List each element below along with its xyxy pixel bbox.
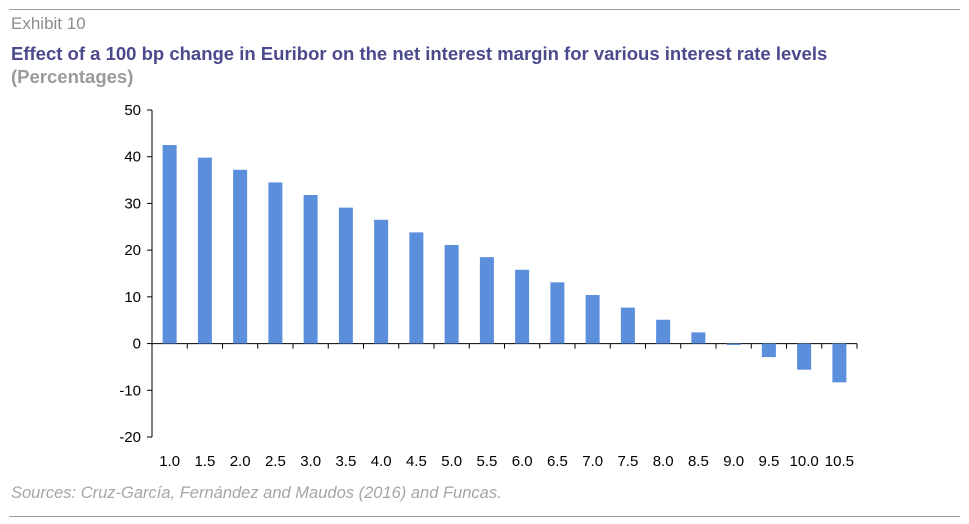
- bar-10.0: [797, 343, 812, 370]
- bar-1.0: [162, 145, 177, 344]
- bar-8.5: [691, 332, 706, 344]
- y-tick-label: 20: [124, 242, 141, 259]
- x-tick-label: 6.5: [547, 453, 568, 470]
- bar-10.5: [832, 343, 847, 383]
- y-tick-label: -10: [119, 382, 141, 399]
- chart-title: Effect of a 100 bp change in Euribor on …: [11, 43, 828, 64]
- x-tick-label: 6.0: [512, 453, 533, 470]
- x-tick-label: 10.0: [790, 453, 819, 470]
- bar-3.0: [303, 195, 318, 344]
- bar-7.5: [620, 307, 635, 344]
- bottom-rule: [9, 516, 960, 517]
- x-tick-label: 1.0: [159, 453, 180, 470]
- x-tick-label: 7.5: [617, 453, 638, 470]
- bar-7.0: [585, 294, 600, 344]
- x-tick-label: 5.0: [441, 453, 462, 470]
- y-tick-label: 10: [124, 289, 141, 306]
- y-tick-label: 30: [124, 195, 141, 212]
- x-tick-label: 7.0: [582, 453, 603, 470]
- x-tick-label: 8.0: [653, 453, 674, 470]
- bar-5.5: [479, 257, 494, 344]
- bar-2.5: [268, 182, 283, 344]
- x-tick-label: 3.0: [300, 453, 321, 470]
- bar-1.5: [197, 157, 212, 344]
- chart-subtitle: (Percentages): [11, 66, 134, 87]
- bars: [162, 145, 847, 383]
- x-tick-label: 5.5: [476, 453, 497, 470]
- y-tick-label: -20: [119, 429, 141, 446]
- x-tick-label: 4.0: [371, 453, 392, 470]
- x-tick-label: 9.0: [723, 453, 744, 470]
- y-tick-label: 50: [124, 102, 141, 119]
- x-tick-label: 10.5: [825, 453, 854, 470]
- bar-8.0: [656, 319, 671, 344]
- top-rule: [9, 9, 960, 10]
- bar-2.0: [233, 169, 248, 344]
- x-tick-label: 8.5: [688, 453, 709, 470]
- x-tick-label: 1.5: [194, 453, 215, 470]
- x-tick-label: 2.5: [265, 453, 286, 470]
- y-axis: 50 40 30 20 10 0 -10 -20: [119, 102, 153, 446]
- x-tick-label: 3.5: [335, 453, 356, 470]
- bar-3.5: [338, 207, 353, 344]
- bar-6.0: [515, 269, 530, 344]
- bar-9.0: [726, 343, 741, 345]
- x-tick-label: 4.5: [406, 453, 427, 470]
- bar-4.5: [409, 232, 424, 344]
- y-tick-label: 0: [133, 336, 141, 353]
- bar-4.0: [374, 219, 389, 344]
- bar-5.0: [444, 245, 459, 344]
- exhibit-label: Exhibit 10: [11, 14, 86, 33]
- bar-6.5: [550, 282, 565, 344]
- bar-9.5: [761, 343, 776, 358]
- x-tick-label: 9.5: [758, 453, 779, 470]
- source-note: Sources: Cruz-García, Fernández and Maud…: [11, 484, 502, 502]
- x-tick-label: 2.0: [230, 453, 251, 470]
- y-tick-label: 40: [124, 149, 141, 166]
- x-axis: 1.0 1.5 2.0 2.5 3.0 3.5 4.0 4.5 5.0 5.5 6.0 6.5 7.0 7…: [151, 343, 858, 470]
